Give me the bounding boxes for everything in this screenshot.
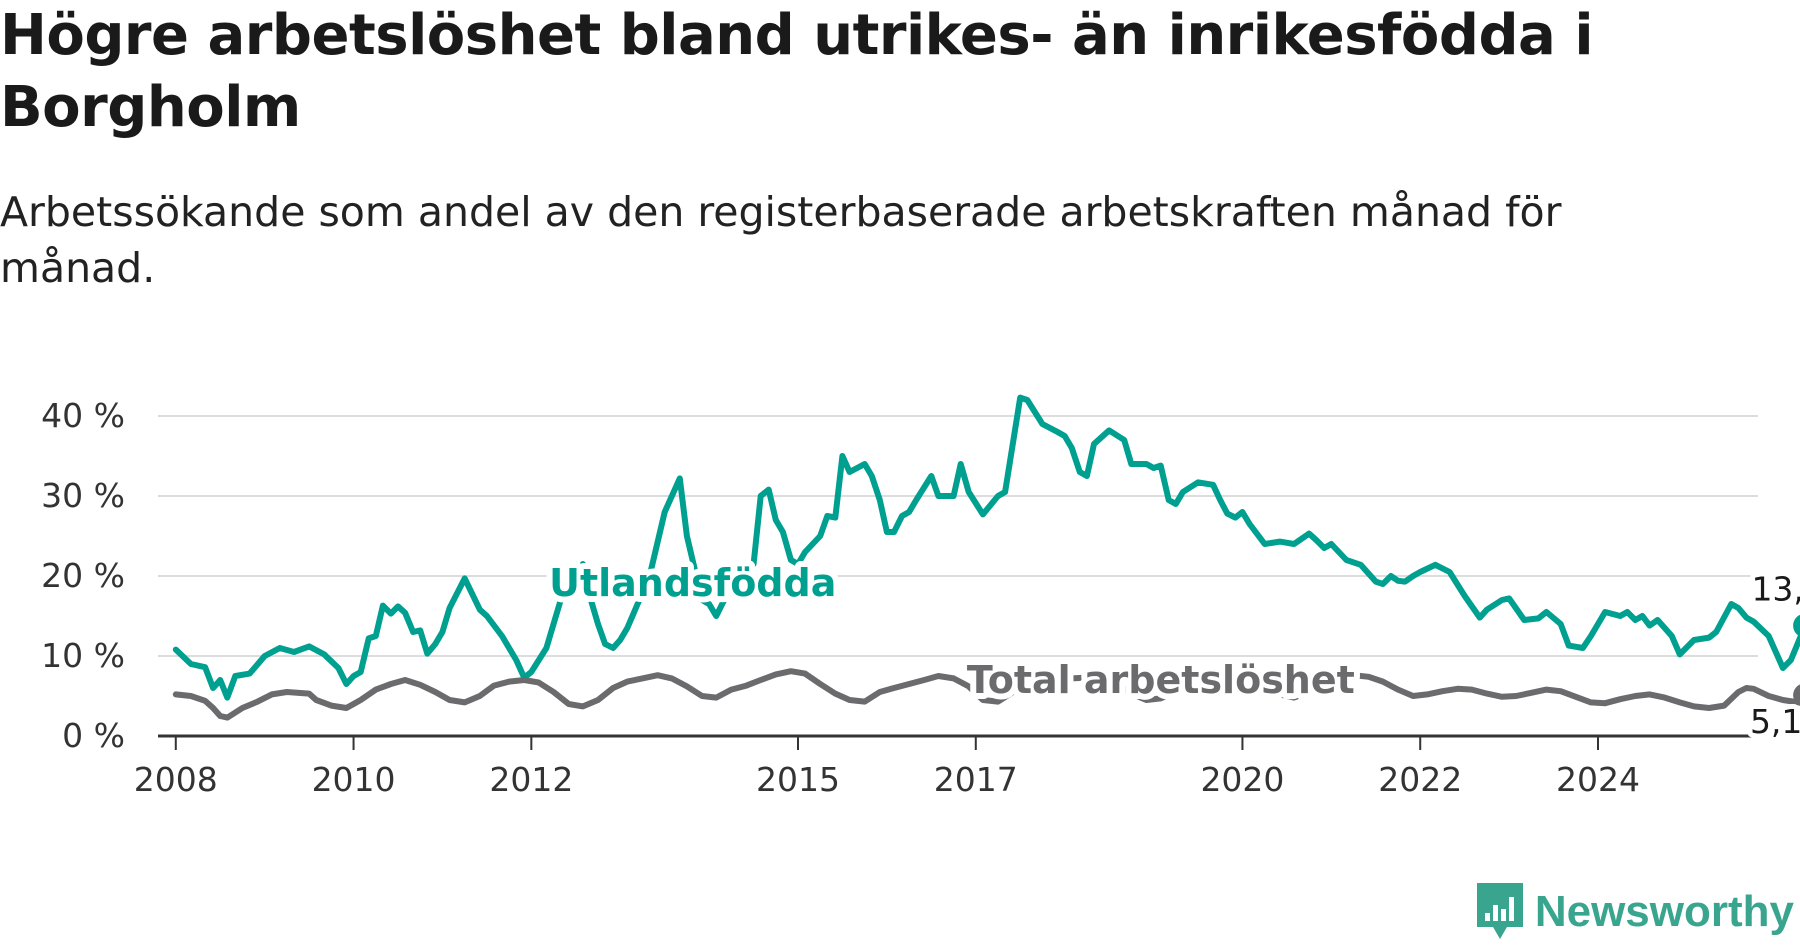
end-point-utlandsfodda: [1793, 614, 1800, 637]
x-tick-label: 2017: [934, 760, 1018, 799]
series-label-utlandsfodda: Utlandsfödda: [549, 561, 836, 605]
grid-lines: [158, 415, 1758, 657]
x-tick-label: 2010: [312, 760, 396, 799]
y-tick-label: 40 %: [41, 396, 125, 435]
end-label-utlandsfodda: 13,8 %: [1751, 570, 1800, 609]
y-tick-label: 0 %: [62, 716, 125, 755]
series-label-total: Total arbetslöshet: [967, 658, 1355, 702]
y-tick-label: 30 %: [41, 476, 125, 515]
end-point-total: [1793, 684, 1800, 707]
x-tick-label: 2024: [1556, 760, 1640, 799]
newsworthy-logo: Newsworthy: [1475, 876, 1794, 948]
bar-chart-icon: [1476, 883, 1523, 939]
y-axis-ticks: 0 % 10 % 20 % 30 % 40 %: [41, 396, 125, 755]
x-tick-label: 2022: [1378, 760, 1462, 799]
series-lines: [172, 394, 1800, 721]
series-line-total: [172, 668, 1800, 721]
chart-title: Högre arbetslöshet bland utrikes- än inr…: [0, 3, 1594, 140]
x-tick-label: 2012: [489, 760, 573, 799]
chart-subtitle: Arbetssökande som andel av den registerb…: [0, 188, 1562, 292]
brand-name: Newsworthy: [1534, 887, 1794, 936]
x-axis-ticks: 2008 2010 2012 2015 2017 2020 2022 2024: [134, 736, 1640, 799]
end-label-total: 5,1 %: [1750, 702, 1800, 741]
x-tick-label: 2008: [134, 760, 218, 799]
series-labels: Utlandsfödda Total arbetslöshet 13,8 % 5,1 …: [543, 555, 1800, 746]
x-tick-label: 2020: [1200, 760, 1284, 799]
y-tick-label: 10 %: [41, 636, 125, 675]
y-tick-label: 20 %: [41, 556, 125, 595]
series-line-utlandsfodda: [172, 394, 1800, 701]
x-tick-label: 2015: [756, 760, 840, 799]
